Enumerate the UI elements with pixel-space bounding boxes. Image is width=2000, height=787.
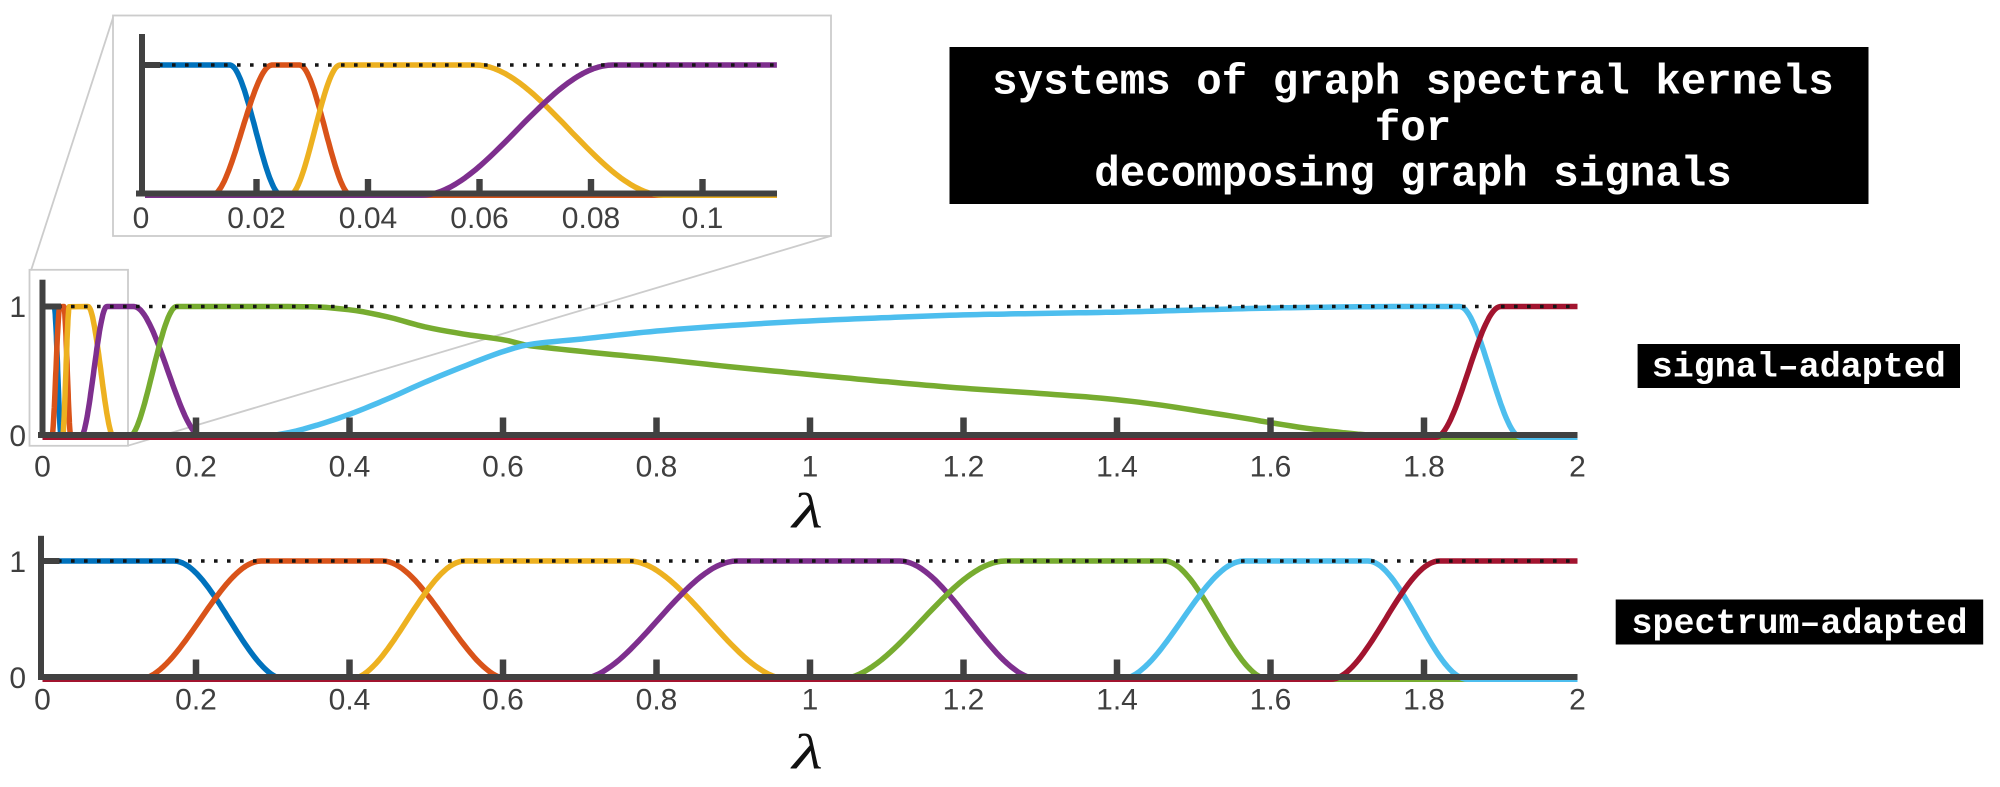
svg-text:1.4: 1.4 [1096,450,1138,483]
svg-text:1.2: 1.2 [943,684,985,717]
svg-text:1: 1 [802,684,819,717]
svg-text:0: 0 [9,420,26,453]
svg-text:0.2: 0.2 [175,450,217,483]
svg-text:1.6: 1.6 [1250,450,1292,483]
svg-text:0: 0 [9,662,26,695]
svg-text:0.2: 0.2 [175,684,217,717]
svg-text:decomposing graph signals: decomposing graph signals [1094,150,1732,198]
svg-text:1.8: 1.8 [1403,450,1445,483]
svg-text:0.6: 0.6 [482,684,524,717]
svg-text:1: 1 [9,291,26,324]
svg-text:0.8: 0.8 [636,450,678,483]
svg-text:2: 2 [1569,450,1586,483]
svg-text:2: 2 [1569,684,1586,717]
svg-text:1.2: 1.2 [943,450,985,483]
svg-text:0.4: 0.4 [329,684,371,717]
svg-text:1.8: 1.8 [1403,684,1445,717]
svg-text:0.4: 0.4 [329,450,371,483]
svg-text:0.02: 0.02 [227,202,285,235]
svg-text:for: for [1375,105,1452,153]
svg-text:signal–adapted: signal–adapted [1652,348,1946,388]
svg-text:0.8: 0.8 [636,684,678,717]
svg-text:0: 0 [34,684,51,717]
svg-text:0.08: 0.08 [562,202,620,235]
svg-text:0.1: 0.1 [682,202,724,235]
svg-text:systems of graph spectral kern: systems of graph spectral kernels [992,58,1834,106]
svg-text:0: 0 [34,450,51,483]
svg-text:0.04: 0.04 [339,202,397,235]
svg-text:1: 1 [802,450,819,483]
svg-text:1.6: 1.6 [1250,684,1292,717]
svg-text:λ: λ [790,724,823,779]
svg-text:0: 0 [133,202,150,235]
svg-text:0.6: 0.6 [482,450,524,483]
svg-text:1: 1 [9,546,26,579]
svg-text:1.4: 1.4 [1096,684,1138,717]
svg-text:0.06: 0.06 [450,202,508,235]
svg-text:spectrum–adapted: spectrum–adapted [1631,604,1967,644]
svg-text:λ: λ [790,483,823,538]
